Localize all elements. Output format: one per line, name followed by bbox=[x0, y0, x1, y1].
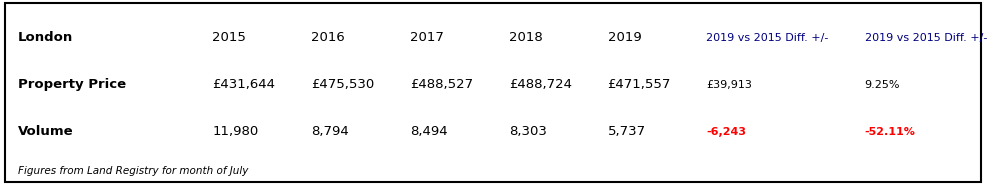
Text: 8,303: 8,303 bbox=[509, 125, 546, 138]
Text: £471,557: £471,557 bbox=[608, 78, 671, 91]
Text: 8,494: 8,494 bbox=[410, 125, 448, 138]
Text: 2017: 2017 bbox=[410, 31, 444, 44]
Text: 2015: 2015 bbox=[212, 31, 246, 44]
Text: -52.11%: -52.11% bbox=[864, 127, 915, 137]
Text: 2019 vs 2015 Diff. +/-: 2019 vs 2015 Diff. +/- bbox=[706, 33, 829, 43]
Text: 2016: 2016 bbox=[311, 31, 345, 44]
Text: -6,243: -6,243 bbox=[706, 127, 746, 137]
Text: £488,724: £488,724 bbox=[509, 78, 572, 91]
Text: 11,980: 11,980 bbox=[212, 125, 259, 138]
Text: 8,794: 8,794 bbox=[311, 125, 349, 138]
Text: 2019 vs 2015 Diff. +/-%: 2019 vs 2015 Diff. +/-% bbox=[864, 33, 988, 43]
Text: 2019: 2019 bbox=[608, 31, 641, 44]
Text: 9.25%: 9.25% bbox=[864, 80, 900, 90]
Text: £39,913: £39,913 bbox=[706, 80, 752, 90]
Text: 5,737: 5,737 bbox=[608, 125, 646, 138]
Text: £488,527: £488,527 bbox=[410, 78, 473, 91]
Text: £475,530: £475,530 bbox=[311, 78, 374, 91]
Text: Volume: Volume bbox=[18, 125, 73, 138]
Text: 2018: 2018 bbox=[509, 31, 542, 44]
Text: London: London bbox=[18, 31, 73, 44]
Text: Figures from Land Registry for month of July: Figures from Land Registry for month of … bbox=[18, 166, 248, 176]
FancyBboxPatch shape bbox=[5, 3, 981, 182]
Text: Property Price: Property Price bbox=[18, 78, 125, 91]
Text: £431,644: £431,644 bbox=[212, 78, 276, 91]
